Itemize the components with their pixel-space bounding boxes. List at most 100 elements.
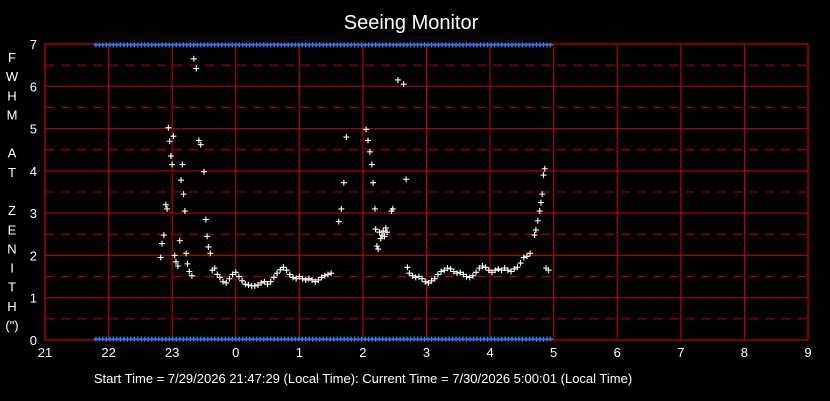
data-point: [384, 229, 391, 236]
data-point: [400, 81, 407, 88]
data-point: [373, 243, 380, 250]
data-point: [286, 271, 293, 278]
y-tick-label: 4: [30, 164, 37, 179]
data-point: [340, 179, 347, 186]
data-point: [365, 137, 372, 144]
data-point: [172, 258, 179, 265]
data-point: [539, 191, 546, 198]
y-axis-label-letter: M: [7, 107, 18, 122]
data-point: [183, 250, 190, 257]
data-point: [523, 253, 530, 260]
y-tick-label: 1: [30, 291, 37, 306]
data-point: [305, 275, 312, 282]
data-point: [479, 263, 486, 269]
data-point: [274, 270, 281, 277]
data-point: [375, 246, 382, 253]
data-point: [438, 268, 445, 275]
x-tick-label: 3: [423, 345, 430, 360]
data-point: [406, 270, 413, 277]
data-point: [541, 165, 548, 172]
data-point: [343, 134, 350, 141]
data-point: [527, 250, 534, 257]
data-point: [431, 275, 438, 282]
y-axis-label-letter: N: [7, 241, 16, 256]
data-point: [485, 267, 492, 274]
data-point: [179, 161, 186, 168]
data-point: [504, 267, 511, 274]
data-point: [200, 168, 207, 175]
band-marker: [547, 42, 553, 48]
data-point: [270, 274, 277, 281]
data-point: [197, 141, 204, 148]
data-point: [488, 269, 495, 276]
data-point: [264, 281, 271, 288]
data-point: [267, 278, 274, 285]
y-axis-label-letter: F: [8, 50, 16, 65]
data-point: [469, 272, 476, 279]
data-point: [242, 281, 249, 288]
y-tick-label: 6: [30, 79, 37, 94]
data-point: [338, 205, 345, 212]
data-point: [363, 126, 370, 133]
y-axis-label-letter: ("): [5, 318, 18, 333]
data-point: [422, 278, 429, 285]
data-point: [466, 274, 473, 281]
data-point: [318, 274, 325, 281]
data-point: [296, 273, 303, 280]
data-point: [261, 278, 268, 285]
data-point: [377, 235, 384, 242]
data-point: [171, 252, 178, 259]
data-point: [498, 267, 505, 274]
data-point: [545, 267, 552, 274]
y-axis-label-letter: T: [8, 280, 16, 295]
data-point: [372, 226, 379, 233]
data-point: [280, 264, 287, 271]
data-point: [235, 273, 242, 280]
x-tick-label: 23: [165, 345, 179, 360]
data-point: [511, 265, 518, 272]
data-point: [403, 176, 410, 183]
chart-title: Seeing Monitor: [344, 12, 479, 34]
x-tick-label: 22: [101, 345, 115, 360]
data-point: [293, 275, 300, 282]
data-point: [381, 233, 388, 240]
data-point: [170, 133, 177, 140]
x-tick-label: 6: [614, 345, 621, 360]
data-point: [473, 269, 480, 276]
data-point: [166, 138, 173, 145]
data-point: [425, 279, 432, 286]
data-point: [157, 254, 164, 261]
x-tick-label: 9: [804, 345, 811, 360]
data-point: [409, 272, 416, 279]
data-point: [174, 263, 181, 269]
data-point: [335, 218, 342, 225]
data-point: [251, 282, 258, 289]
data-point: [302, 276, 309, 283]
data-point: [283, 267, 290, 274]
data-points: [157, 55, 552, 289]
data-point: [312, 278, 319, 285]
data-point: [371, 205, 378, 212]
data-point: [195, 137, 202, 144]
data-point: [434, 271, 441, 278]
x-tick-label: 4: [486, 345, 493, 360]
data-point: [428, 277, 435, 284]
data-point: [324, 271, 331, 278]
data-point: [508, 268, 515, 275]
data-point: [476, 265, 483, 272]
data-point: [492, 267, 499, 274]
data-point: [158, 240, 165, 247]
y-axis-label-letter: I: [10, 261, 14, 276]
data-point: [321, 272, 328, 279]
data-point: [220, 278, 227, 285]
data-point: [366, 148, 373, 155]
data-point: [289, 274, 296, 281]
data-point: [245, 282, 252, 289]
data-point: [394, 76, 401, 83]
y-axis-label-letter: E: [8, 222, 17, 237]
data-point: [255, 282, 262, 289]
data-point: [207, 250, 214, 257]
data-point: [216, 274, 223, 281]
x-tick-label: 21: [38, 345, 52, 360]
data-point: [404, 264, 411, 271]
